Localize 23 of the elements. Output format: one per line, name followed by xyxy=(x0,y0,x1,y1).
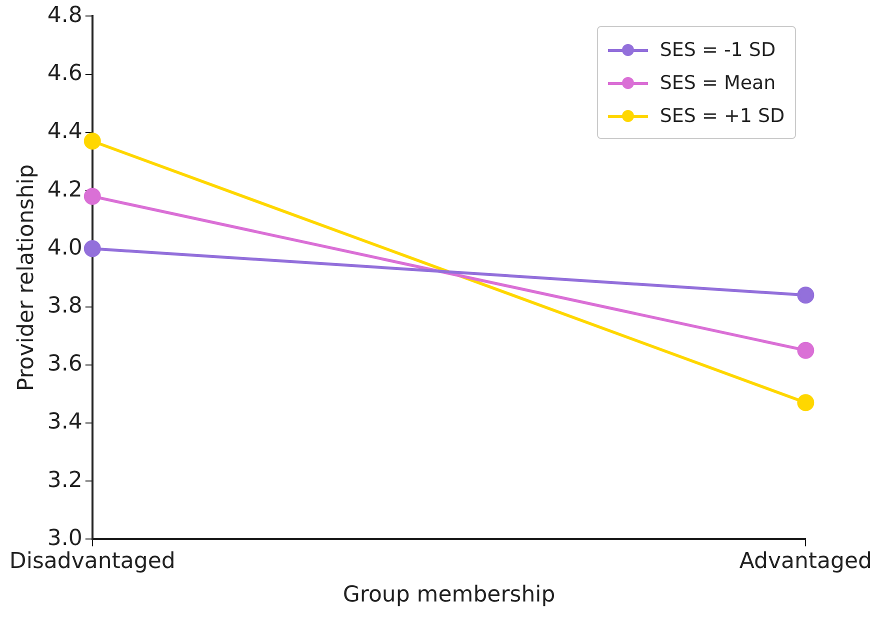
y-axis-title: Provider relationship xyxy=(14,164,39,392)
legend-label: SES = Mean xyxy=(660,72,776,94)
x-tick-label: Advantaged xyxy=(739,549,872,574)
legend-label: SES = +1 SD xyxy=(660,104,785,127)
y-tick-label: 3.4 xyxy=(47,410,82,435)
y-tick-label: 4.2 xyxy=(47,177,82,202)
legend-label: SES = -1 SD xyxy=(660,38,776,61)
point xyxy=(797,286,814,304)
y-tick-label: 4.0 xyxy=(47,235,82,260)
x-axis-title: Group membership xyxy=(342,582,556,608)
y-tick-label: 4.4 xyxy=(47,119,82,144)
x-tick-label: Disadvantaged xyxy=(9,549,176,574)
y-tick-label: 4.8 xyxy=(47,2,82,28)
y-tick-label: 4.6 xyxy=(47,61,82,86)
point xyxy=(797,394,814,412)
point xyxy=(84,132,101,150)
y-tick-label: 3.8 xyxy=(47,293,82,318)
y-tick-label: 3.6 xyxy=(47,352,82,377)
point xyxy=(84,240,101,258)
y-tick-label: 3.2 xyxy=(47,468,82,493)
point xyxy=(797,342,814,359)
point xyxy=(84,188,101,205)
y-tick-label: 3.0 xyxy=(47,526,82,551)
